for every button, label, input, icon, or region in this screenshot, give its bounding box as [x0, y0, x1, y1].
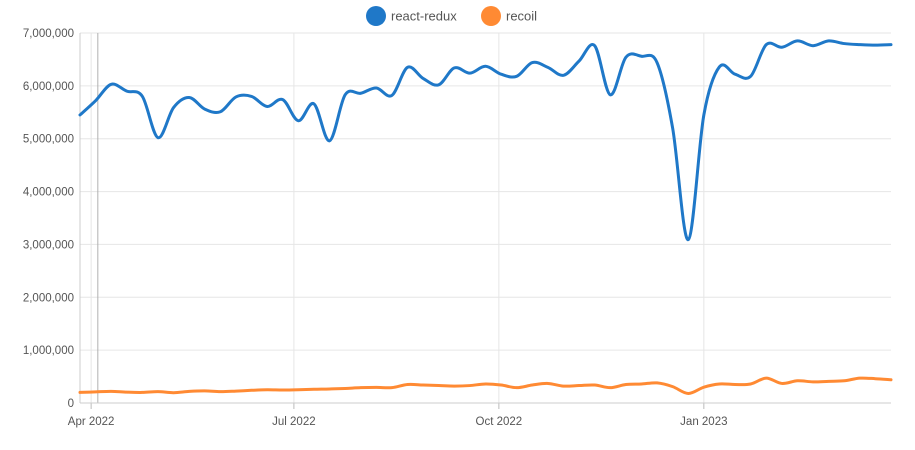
legend-label: react-redux — [391, 9, 457, 24]
y-tick-label: 5,000,000 — [23, 134, 74, 146]
legend-item-react-redux[interactable]: react-redux — [366, 6, 457, 26]
x-tick-label: Apr 2022 — [68, 416, 115, 428]
y-tick-label: 6,000,000 — [23, 81, 74, 93]
legend: react-redux recoil — [366, 6, 537, 26]
axes: 0 1,000,000 2,000,000 3,000,000 4,000,000 5,0… — [23, 28, 891, 428]
y-tick-label: 2,000,000 — [23, 292, 74, 304]
series-line-recoil — [78, 376, 893, 395]
y-tick-label: 4,000,000 — [23, 187, 74, 199]
x-tick-label: Oct 2022 — [476, 416, 523, 428]
gridlines — [80, 32, 891, 404]
x-tick-label: Jan 2023 — [680, 416, 727, 428]
series-line-react-redux — [78, 39, 893, 242]
y-tick-label: 0 — [68, 398, 74, 410]
legend-swatch — [481, 6, 501, 26]
y-tick-label: 1,000,000 — [23, 345, 74, 357]
series-layer — [78, 39, 893, 395]
legend-item-recoil[interactable]: recoil — [481, 6, 537, 26]
y-tick-label: 7,000,000 — [23, 28, 74, 40]
legend-swatch — [366, 6, 386, 26]
y-tick-label: 3,000,000 — [23, 239, 74, 251]
x-tick-label: Jul 2022 — [272, 416, 315, 428]
legend-label: recoil — [506, 9, 537, 24]
